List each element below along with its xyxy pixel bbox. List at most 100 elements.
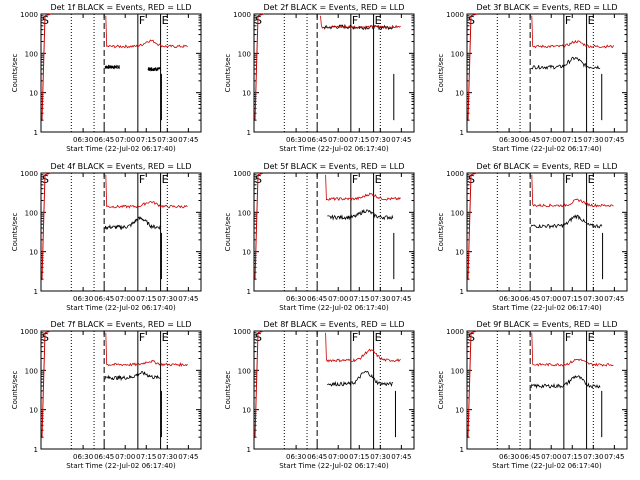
panel-det-4f: Det 4f BLACK = Events, RED = LLD 1 10 100 10… (11, 162, 202, 312)
x-axis-label: Start Time (22-Jul-02 06:17:40) (66, 145, 176, 153)
y-tick-label: 100 (451, 209, 464, 217)
flag-e: E (162, 14, 169, 27)
plot-frame (40, 330, 202, 450)
plot-frame (253, 172, 415, 292)
lld-start-spike (41, 330, 52, 438)
x-axis-label: Start Time (22-Jul-02 06:17:40) (279, 145, 389, 153)
lld-start-spike (254, 172, 265, 280)
x-tick-label: 07:30 (583, 295, 603, 303)
lld-start-spike (254, 330, 265, 438)
x-tick-label: 07:45 (604, 295, 624, 303)
lld-start-spike (41, 172, 52, 280)
flag-f: F (139, 331, 145, 344)
flag-e: E (375, 173, 382, 186)
panel-title: Det 7f BLACK = Events, RED = LLD (50, 320, 191, 329)
panel-title: Det 3f BLACK = Events, RED = LLD (476, 3, 617, 12)
x-tick-label: 07:15 (136, 136, 156, 144)
x-tick-label: 06:30 (286, 453, 306, 461)
y-tick-label: 100 (238, 209, 251, 217)
x-tick-label: 07:00 (328, 453, 348, 461)
x-tick-label: 07:00 (115, 453, 135, 461)
panel-title: Det 4f BLACK = Events, RED = LLD (50, 162, 191, 171)
events-series-line (147, 66, 161, 72)
flag-f: F (352, 173, 358, 186)
x-tick-label: 07:00 (541, 295, 561, 303)
flag-s: S (42, 331, 49, 344)
x-tick-label: 06:30 (499, 453, 519, 461)
panel-title: Det 5f BLACK = Events, RED = LLD (263, 162, 404, 171)
lld-series-line (325, 174, 401, 202)
y-tick-label: 1000 (20, 11, 38, 19)
flag-e: E (162, 331, 169, 344)
plot-frame (40, 13, 202, 133)
lld-start-spike (467, 330, 478, 438)
y-axis-label: Counts/sec (11, 213, 19, 252)
x-tick-label: 06:45 (520, 295, 540, 303)
flag-f: F (565, 14, 571, 27)
y-tick-label: 1 (247, 446, 251, 454)
lld-start-spike (467, 172, 478, 280)
y-tick-label: 1 (247, 129, 251, 137)
panel-title: Det 9f BLACK = Events, RED = LLD (476, 320, 617, 329)
events-series-line (530, 214, 603, 230)
x-tick-label: 07:15 (562, 453, 582, 461)
x-tick-label: 06:30 (286, 136, 306, 144)
events-series-line (530, 375, 601, 390)
y-tick-label: 1 (247, 288, 251, 296)
y-tick-label: 1000 (20, 170, 38, 178)
flag-s: S (255, 173, 262, 186)
y-tick-label: 100 (451, 50, 464, 58)
x-tick-label: 06:45 (307, 136, 327, 144)
flag-f: F (565, 173, 571, 186)
x-tick-label: 07:15 (562, 136, 582, 144)
x-tick-label: 06:30 (73, 136, 93, 144)
x-tick-label: 07:45 (391, 136, 411, 144)
y-tick-label: 1 (460, 129, 464, 137)
y-tick-label: 1000 (233, 11, 251, 19)
events-series-line (530, 56, 601, 70)
flag-f: F (139, 173, 145, 186)
panel-title: Det 6f BLACK = Events, RED = LLD (476, 162, 617, 171)
y-tick-label: 100 (25, 367, 38, 375)
y-tick-label: 10 (29, 407, 38, 415)
y-axis-label: Counts/sec (224, 54, 232, 93)
x-tick-label: 06:30 (73, 453, 93, 461)
y-axis-label: Counts/sec (224, 371, 232, 410)
x-tick-label: 07:00 (328, 295, 348, 303)
x-tick-label: 07:30 (370, 295, 390, 303)
x-tick-label: 06:45 (94, 136, 114, 144)
x-tick-label: 07:30 (370, 453, 390, 461)
panel-title: Det 1f BLACK = Events, RED = LLD (50, 3, 191, 12)
lld-start-spike (467, 13, 478, 121)
y-tick-label: 100 (238, 50, 251, 58)
x-tick-label: 07:30 (157, 453, 177, 461)
flag-f: F (352, 14, 358, 27)
events-series-line (327, 208, 394, 221)
lld-series-line (105, 174, 188, 209)
x-tick-label: 06:30 (286, 295, 306, 303)
y-tick-label: 1000 (446, 328, 464, 336)
panel-det-2f: Det 2f BLACK = Events, RED = LLD 1 10 100 10… (224, 3, 415, 153)
flag-f: F (352, 331, 358, 344)
x-tick-label: 07:45 (604, 136, 624, 144)
panel-det-8f: Det 8f BLACK = Events, RED = LLD 1 10 100 10… (224, 320, 415, 470)
x-tick-label: 06:45 (520, 136, 540, 144)
y-tick-label: 10 (455, 249, 464, 257)
flag-s: S (255, 14, 262, 27)
flag-s: S (468, 331, 475, 344)
flag-s: S (468, 14, 475, 27)
x-tick-label: 07:30 (370, 136, 390, 144)
plot-frame (466, 13, 628, 133)
flag-f: F (565, 331, 571, 344)
lld-series-line (531, 332, 614, 367)
x-tick-label: 06:45 (520, 453, 540, 461)
y-tick-label: 1000 (446, 11, 464, 19)
panel-det-1f: Det 1f BLACK = Events, RED = LLD 1 10 100 10… (11, 3, 202, 153)
y-tick-label: 100 (238, 367, 251, 375)
events-series-line (327, 370, 393, 387)
y-tick-label: 10 (242, 90, 251, 98)
panel-det-3f: Det 3f BLACK = Events, RED = LLD 1 10 100 10… (437, 3, 628, 153)
x-tick-label: 07:30 (157, 295, 177, 303)
y-tick-label: 1000 (233, 170, 251, 178)
y-tick-label: 1 (34, 129, 38, 137)
